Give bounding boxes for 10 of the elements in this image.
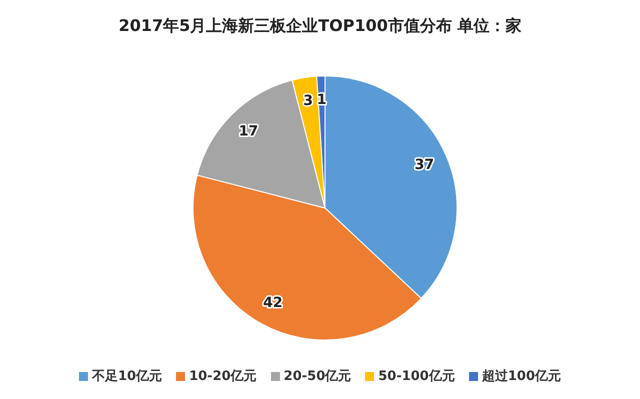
chart-title: 2017年5月上海新三板企业TOP100市值分布 单位：家 <box>118 15 522 37</box>
legend-label: 50-100亿元 <box>378 368 455 385</box>
data-label: 3 <box>303 93 313 110</box>
legend-label: 不足10亿元 <box>92 368 162 385</box>
legend-label: 20-50亿元 <box>284 368 352 385</box>
legend-label: 10-20亿元 <box>189 368 257 385</box>
legend-label: 超过100亿元 <box>482 368 561 385</box>
data-label: 37 <box>414 157 434 174</box>
data-label: 17 <box>238 123 258 140</box>
data-label: 42 <box>263 294 283 311</box>
